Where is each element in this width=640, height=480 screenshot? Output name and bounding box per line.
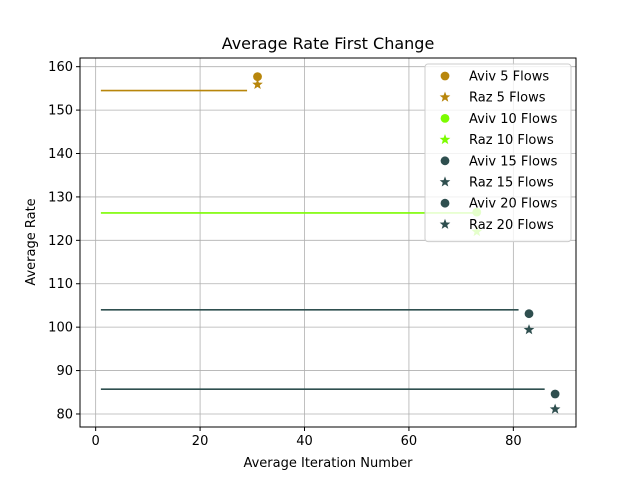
legend: Aviv 5 Flows Raz 5 Flows Aviv 10 Flows Raz … bbox=[424, 63, 572, 243]
legend-label: Aviv 10 Flows bbox=[469, 112, 558, 127]
legend-label: Aviv 15 Flows bbox=[469, 154, 558, 169]
legend-label: Raz 10 Flows bbox=[469, 133, 554, 148]
legend-marker bbox=[439, 218, 451, 229]
y-tick-label: 100 bbox=[48, 321, 73, 336]
hlines bbox=[100, 89, 545, 391]
y-tick-label: 130 bbox=[48, 190, 73, 205]
chart-title: Average Rate First Change bbox=[222, 34, 435, 53]
legend-marker bbox=[440, 71, 450, 81]
data-point bbox=[550, 389, 560, 399]
y-tick-label: 120 bbox=[48, 234, 73, 249]
legend-marker bbox=[439, 91, 451, 102]
legend-marker bbox=[440, 198, 450, 208]
data-point bbox=[549, 403, 561, 414]
legend-marker bbox=[440, 156, 450, 166]
data-point bbox=[253, 72, 262, 82]
data-point bbox=[524, 309, 534, 319]
plot-frame bbox=[79, 57, 577, 428]
legend-label: Aviv 20 Flows bbox=[469, 197, 558, 212]
x-tick-label: 20 bbox=[192, 434, 209, 449]
legend-marker bbox=[439, 134, 451, 145]
x-axis-label: Average Iteration Number bbox=[243, 456, 413, 471]
data-point bbox=[252, 78, 263, 90]
y-axis-ticks: 80 90 100 110 120 130 140 150 160 bbox=[48, 60, 80, 422]
y-tick-label: 140 bbox=[48, 147, 73, 162]
y-tick-label: 80 bbox=[56, 407, 73, 422]
x-tick-label: 60 bbox=[401, 434, 418, 449]
x-tick-label: 80 bbox=[505, 434, 522, 449]
legend-box bbox=[424, 63, 572, 243]
x-tick-label: 40 bbox=[296, 434, 313, 449]
legend-marker bbox=[439, 176, 451, 187]
legend-label: Raz 5 Flows bbox=[469, 91, 546, 106]
legend-marker bbox=[440, 114, 450, 123]
legend-label: Raz 20 Flows bbox=[469, 218, 554, 233]
y-tick-label: 150 bbox=[48, 104, 73, 119]
data-point bbox=[523, 324, 535, 335]
x-axis-ticks: 0 20 40 60 80 bbox=[92, 427, 522, 449]
y-tick-label: 160 bbox=[48, 60, 73, 75]
y-tick-label: 110 bbox=[48, 277, 73, 292]
y-tick-label: 90 bbox=[56, 364, 73, 379]
legend-label: Aviv 5 Flows bbox=[469, 70, 549, 85]
x-tick-label: 0 bbox=[92, 434, 100, 449]
legend-label: Raz 15 Flows bbox=[469, 176, 554, 191]
y-axis-label: Average Rate bbox=[24, 198, 39, 285]
